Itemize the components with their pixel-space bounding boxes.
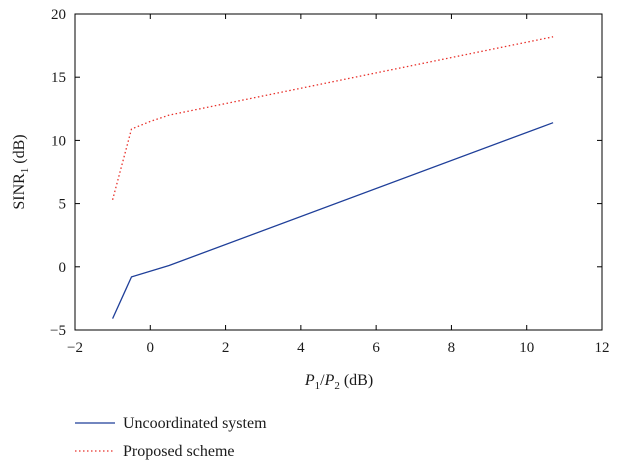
y-tick-label: 10 xyxy=(51,133,66,149)
x-axis-label: P1/P2 (dB) xyxy=(304,372,373,392)
x-tick-label: 8 xyxy=(448,340,456,356)
legend-label-uncoordinated: Uncoordinated system xyxy=(123,415,267,432)
x-tick-label: 6 xyxy=(372,340,380,356)
y-axis-label: SINR1 (dB) xyxy=(11,134,31,209)
y-tick-label: 15 xyxy=(51,70,66,86)
plot-frame xyxy=(74,13,603,331)
x-tick-label: 2 xyxy=(222,340,230,356)
x-tick-label: 10 xyxy=(519,340,534,356)
x-tick-label: 4 xyxy=(297,340,305,356)
series-layer xyxy=(111,36,554,319)
y-tick-label: 0 xyxy=(59,260,67,276)
y-tick-label: 5 xyxy=(59,197,67,213)
x-tick-label: −2 xyxy=(67,340,83,356)
x-tick-label: 0 xyxy=(147,340,155,356)
legend: Uncoordinated system Proposed scheme xyxy=(75,415,267,460)
y-tick-label: 20 xyxy=(51,7,66,23)
axis-ticks: −2 0 2 4 6 8 10 12 −5 0 5 10 15 20 xyxy=(50,7,609,356)
legend-label-proposed: Proposed scheme xyxy=(123,443,235,460)
y-tick-label: −5 xyxy=(50,323,66,339)
x-tick-label: 12 xyxy=(595,340,610,356)
series-line-proposed xyxy=(111,36,554,200)
series-line-uncoordinated xyxy=(112,122,554,319)
